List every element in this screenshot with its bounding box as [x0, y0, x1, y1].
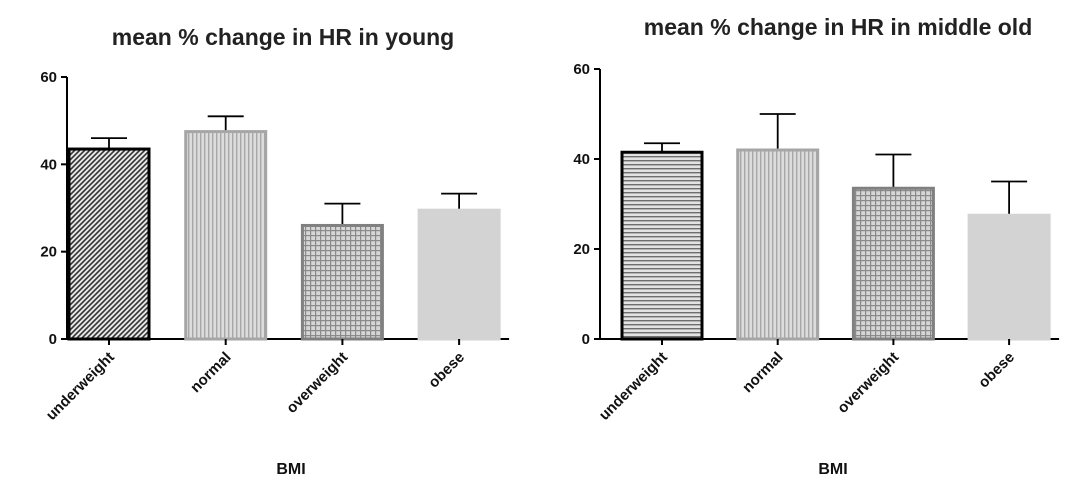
chart-title: mean % change in HR in young — [112, 24, 454, 50]
bar-overweight — [300, 223, 384, 341]
x-tick-label: underweight — [596, 349, 671, 424]
y-tick-label: 0 — [49, 331, 57, 348]
y-tick-label: 20 — [40, 244, 57, 261]
chart-middle-old: mean % change in HR in middle old 0 20 40 6… — [540, 0, 1086, 481]
chart-title: mean % change in HR in middle old — [644, 14, 1033, 40]
bar-normal — [736, 148, 820, 341]
chart-young: mean % change in HR in young 0 20 40 60 unde… — [0, 0, 540, 481]
x-axis-label: BMI — [276, 461, 305, 478]
x-tick-label: normal — [739, 349, 786, 396]
x-tick-label: underweight — [43, 349, 118, 424]
bar-overweight — [851, 186, 935, 341]
bar-underweight — [620, 150, 704, 341]
y-tick-label: 60 — [40, 69, 57, 86]
x-axis-label: BMI — [818, 461, 847, 478]
y-tick-label: 60 — [573, 61, 590, 78]
bar-underweight — [67, 147, 151, 341]
x-tick-label: obese — [975, 349, 1018, 392]
bar-obese — [967, 213, 1051, 341]
x-tick-label: normal — [187, 349, 234, 396]
chart-young-svg: mean % change in HR in young 0 20 40 60 unde… — [40, 24, 510, 478]
bar-normal — [184, 130, 268, 341]
bar-obese — [417, 208, 501, 341]
y-tick-label: 40 — [40, 156, 57, 173]
chart-marks: 0 20 40 60 underweight normal overweight obese — [573, 61, 1060, 424]
x-tick-label: overweight — [834, 349, 902, 417]
y-tick-label: 40 — [573, 151, 590, 168]
x-tick-label: obese — [425, 349, 468, 392]
chart-marks: 0 20 40 60 underweight normal overweight obese — [40, 69, 510, 424]
y-tick-label: 0 — [582, 331, 590, 348]
chart-middle-old-svg: mean % change in HR in middle old 0 20 40 6… — [573, 14, 1060, 478]
x-tick-label: overweight — [283, 349, 351, 417]
y-tick-label: 20 — [573, 241, 590, 258]
